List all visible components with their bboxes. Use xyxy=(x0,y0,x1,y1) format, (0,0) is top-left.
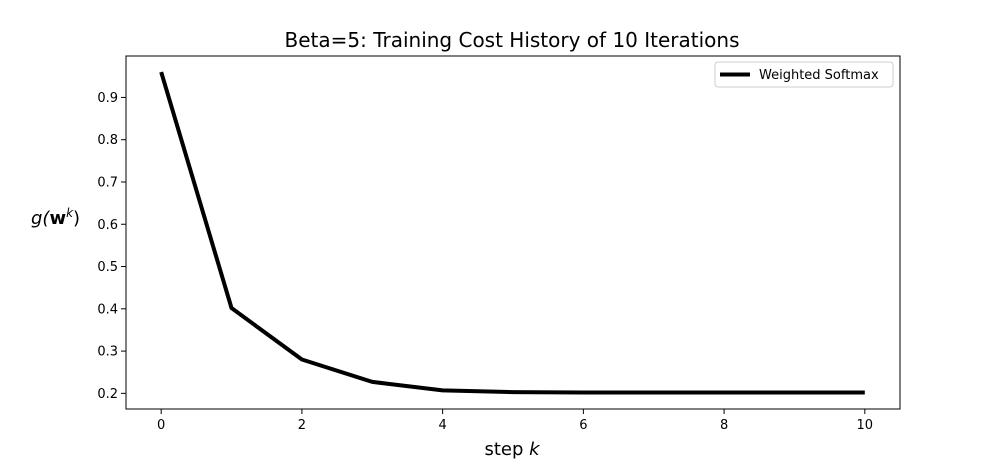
y-tick-label-0: 0.2 xyxy=(97,387,118,402)
y-tick-label-1: 0.3 xyxy=(97,345,118,360)
y-axis-label-sup: k xyxy=(66,206,74,220)
x-axis-label-prefix: step xyxy=(484,439,529,459)
y-axis-label-fn: g( xyxy=(31,208,50,229)
series-layer xyxy=(159,71,865,395)
plot-frame xyxy=(125,55,901,410)
chart-title: Beta=5: Training Cost History of 10 Iter… xyxy=(285,28,740,52)
legend-box xyxy=(714,61,894,88)
y-axis-label-vec: w xyxy=(49,208,66,229)
x-tick-label-0: 0 xyxy=(157,418,165,433)
y-tick-label-6: 0.8 xyxy=(97,133,118,148)
legend-label-weighted-softmax: Weighted Softmax xyxy=(759,68,879,83)
y-tick-label-2: 0.4 xyxy=(97,302,118,317)
y-tick-label-7: 0.9 xyxy=(97,91,118,106)
y-tick-label-3: 0.5 xyxy=(97,260,118,275)
axis-ticks: 0 2 4 6 8 10 0.2 0.3 0.4 0.5 0.6 0.7 0.8 0.9 xyxy=(97,91,873,433)
y-axis-label-close: ) xyxy=(73,208,80,229)
x-tick-label-4: 8 xyxy=(720,418,728,433)
y-axis-label: g(wk) xyxy=(31,206,80,229)
x-axis-label: step k xyxy=(484,439,541,459)
x-tick-label-3: 6 xyxy=(579,418,587,433)
x-tick-label-2: 4 xyxy=(438,418,446,433)
x-tick-label-1: 2 xyxy=(298,418,306,433)
y-tick-label-5: 0.7 xyxy=(97,175,118,190)
x-tick-label-5: 10 xyxy=(857,418,874,433)
series-line-0 xyxy=(159,71,865,395)
x-axis-label-var: k xyxy=(529,439,541,459)
legend: Weighted Softmax xyxy=(714,61,894,88)
y-tick-label-4: 0.6 xyxy=(97,218,118,233)
